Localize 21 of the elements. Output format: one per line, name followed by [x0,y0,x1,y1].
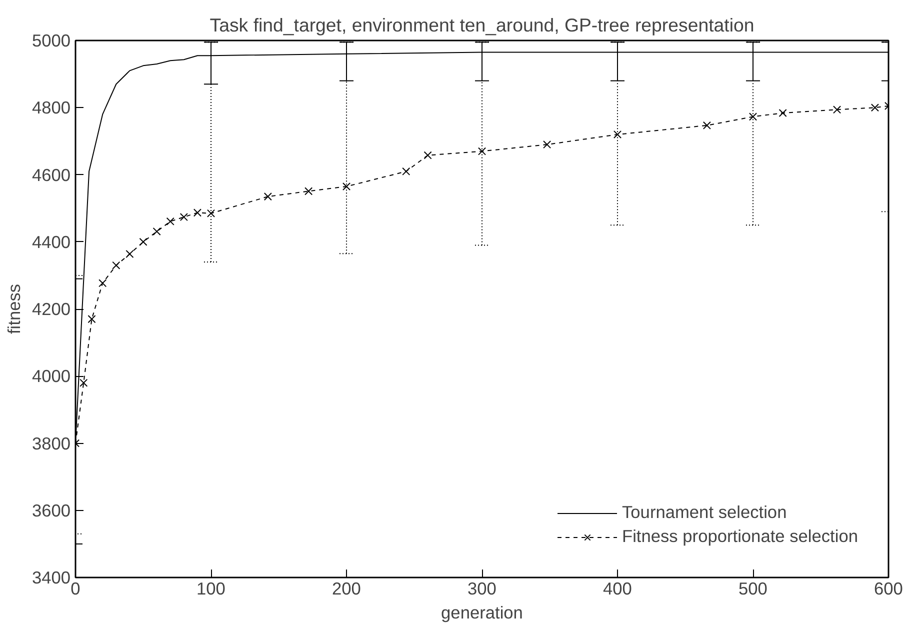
y-tick-label: 4600 [32,164,71,185]
y-tick-label: 3800 [32,433,71,454]
x-axis-title: generation [441,602,523,622]
chart-title: Task find_target, environment ten_around, GP-tree representation [210,14,754,36]
legend-label: Fitness proportionate selection [622,526,858,547]
y-tick-label: 3600 [32,500,71,520]
y-tick-label: 4800 [32,98,71,118]
x-tick-label: 200 [332,578,361,598]
y-tick-label: 3400 [32,568,71,588]
legend-label: Tournament selection [622,502,787,523]
x-tick-label: 100 [196,578,226,598]
x-tick-label: 400 [603,578,632,598]
x-tick-label: 0 [70,578,80,598]
x-tick-label: 300 [468,578,496,598]
y-tick-label: 4000 [32,366,71,386]
x-tick-label: 600 [874,578,903,598]
y-tick-label: 4200 [32,299,71,319]
y-tick-label: 4400 [32,232,71,252]
x-tick-label: 500 [738,578,768,598]
y-tick-label: 5000 [32,30,71,50]
y-axis-title: fitness [4,284,24,334]
